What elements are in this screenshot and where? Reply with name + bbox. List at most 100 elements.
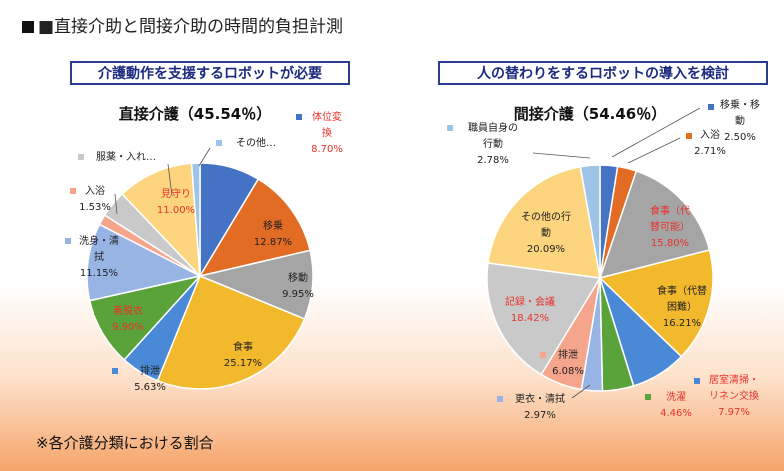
- legend-marker-2-3: [641, 210, 647, 216]
- legend-marker-1-8: [70, 188, 76, 194]
- slice-label-2-3-line-2: 替可能）: [650, 220, 690, 233]
- slice-value-2-10: 20.09%: [527, 244, 565, 255]
- slice-value-1-5: 5.63%: [134, 382, 166, 393]
- slice-label-2-4-line-2: 困難）: [667, 300, 697, 313]
- legend-marker-1-3: [265, 276, 271, 282]
- slice-label-2-6-line-1: 洗濯: [666, 391, 686, 403]
- legend-marker-1-2: [239, 223, 245, 229]
- slice-value-1-2: 12.87%: [254, 237, 292, 248]
- legend-marker-1-5: [112, 368, 118, 374]
- pie-slice-2-9: [486, 262, 602, 376]
- slice-value-2-4: 16.21%: [663, 318, 701, 329]
- pie-slice-1-2: [198, 178, 311, 278]
- slice-label-2-3-line-1: 食事（代: [650, 204, 690, 217]
- slice-label-2-5-line-1: 居室清掃・: [709, 373, 759, 386]
- legend-marker-2-1: [708, 104, 714, 110]
- legend-marker-2-11: [447, 125, 453, 131]
- slice-value-2-1: 2.50%: [724, 132, 756, 143]
- legend-marker-1-7: [65, 238, 71, 244]
- slice-label-2-8-line-1: 排泄: [558, 348, 578, 361]
- slice-label-2-10-line-2: 動: [541, 226, 551, 239]
- legend-marker-2-4: [657, 288, 663, 294]
- slice-label-2-7-line-1: 更衣・清拭: [515, 392, 565, 405]
- leader-line-1-3: [198, 147, 211, 167]
- legend-marker-2-5: [694, 378, 700, 384]
- pie-slice-2-3: [598, 170, 711, 280]
- pie-slice-2-4: [598, 249, 714, 358]
- legend-marker-2-9: [493, 299, 499, 305]
- legend-marker-2-2: [686, 133, 692, 139]
- leader-line-1-2: [167, 163, 173, 197]
- page-title: ■直接介助と間接介助の時間的負担計測: [22, 12, 343, 37]
- legend-marker-2-10: [519, 214, 525, 220]
- pie-slice-1-11: [190, 162, 201, 277]
- slice-value-1-10: 11.00%: [157, 205, 195, 216]
- slice-value-2-2: 2.71%: [694, 146, 726, 157]
- banner-direct-care: 介護動作を支援するロボットが必要: [70, 61, 350, 85]
- leader-line-2-4: [532, 152, 591, 159]
- legend-marker-2-7: [497, 396, 503, 402]
- pie-slice-1-4: [156, 275, 306, 390]
- slice-label-1-5-line-1: 排泄: [140, 364, 160, 377]
- slice-label-2-4-line-1: 食事（代替: [657, 284, 707, 297]
- slice-value-1-6: 9.90%: [112, 322, 144, 333]
- slice-label-1-1-line-2: 換: [322, 127, 332, 139]
- title-bullet-icon: [22, 21, 34, 33]
- slice-label-1-6-line-1: 着脱衣: [113, 304, 143, 317]
- legend-marker-1-9: [78, 154, 84, 160]
- slice-label-2-10-line-1: その他の行: [521, 210, 571, 223]
- pie-slice-1-7: [86, 223, 203, 302]
- pie-slice-2-10: [487, 165, 601, 279]
- legend-marker-1-4: [213, 344, 219, 350]
- slice-value-2-3: 15.80%: [651, 238, 689, 249]
- slice-label-1-3-line-1: 移動: [288, 271, 308, 284]
- slice-value-1-1: 8.70%: [311, 144, 343, 155]
- slice-label-1-7-line-1: 洗身・清: [79, 234, 119, 247]
- slice-value-2-5: 7.97%: [718, 407, 750, 418]
- leader-line-2-1: [611, 107, 701, 158]
- slice-label-1-4-line-1: 食事: [233, 340, 253, 353]
- slice-label-2-2-line-1: 入浴: [700, 129, 720, 141]
- slice-label-1-8-line-1: 入浴: [85, 185, 105, 197]
- slice-value-1-4: 25.17%: [224, 358, 262, 369]
- slice-value-2-7: 2.97%: [524, 410, 556, 421]
- slice-label-1-9-line-1: 服薬・入れ…: [96, 151, 156, 163]
- page-title-text: ■直接介助と間接介助の時間的負担計測: [38, 17, 344, 37]
- slice-value-1-8: 1.53%: [79, 202, 111, 213]
- legend-marker-1-10: [149, 191, 155, 197]
- legend-marker-1-11: [216, 140, 222, 146]
- slice-label-1-10-line-1: 見守り: [161, 187, 191, 200]
- legend-marker-1-1: [296, 114, 302, 120]
- slice-value-1-7: 11.15%: [80, 268, 118, 279]
- chart-title-1: 直接介護（45.54％）: [119, 105, 271, 123]
- legend-marker-2-6: [645, 394, 651, 400]
- slice-label-2-1-line-1: 移乗・移: [720, 98, 760, 111]
- footnote: ※各介護分類における割合: [36, 434, 214, 452]
- slice-label-2-9-line-1: 記録・会議: [505, 295, 555, 308]
- slice-label-2-11-line-1: 職員自身の: [468, 121, 518, 134]
- slice-value-2-9: 18.42%: [511, 313, 549, 324]
- legend-marker-1-6: [94, 309, 100, 315]
- banner-direct-care-text: 介護動作を支援するロボットが必要: [98, 66, 322, 82]
- slice-value-2-8: 6.08%: [552, 366, 584, 377]
- slice-value-2-11: 2.78%: [477, 155, 509, 166]
- banner-indirect-care-text: 人の替わりをするロボットの導入を検討: [477, 66, 729, 82]
- slice-label-1-7-line-2: 拭: [94, 250, 104, 263]
- slice-label-2-5-line-2: リネン交換: [709, 389, 759, 402]
- leader-line-2-2: [627, 137, 681, 164]
- slice-label-2-1-line-2: 動: [735, 114, 745, 127]
- banner-indirect-care: 人の替わりをするロボットの導入を検討: [438, 61, 768, 85]
- slice-label-2-11-line-2: 行動: [483, 137, 503, 150]
- slice-value-2-6: 4.46%: [660, 408, 692, 419]
- leader-line-1-1: [114, 193, 118, 215]
- pie-slice-2-11: [579, 164, 601, 279]
- slice-label-1-1-line-1: 体位変: [312, 110, 342, 123]
- legend-marker-2-8: [540, 352, 546, 358]
- slice-label-1-11-line-1: その他…: [236, 136, 276, 149]
- slice-label-1-2-line-1: 移乗: [263, 219, 283, 232]
- slice-value-1-3: 9.95%: [282, 289, 314, 300]
- chart-title-2: 間接介護（54.46％）: [514, 105, 666, 123]
